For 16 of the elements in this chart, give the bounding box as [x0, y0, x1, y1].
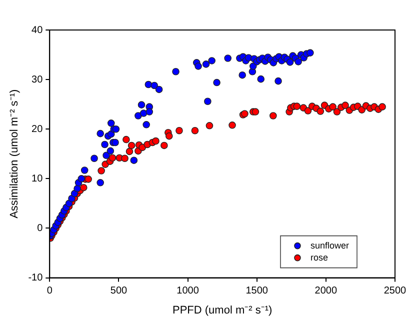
- y-tick-label: 30: [32, 74, 44, 86]
- y-tick-label: 40: [32, 24, 44, 36]
- x-tick-label: 2000: [314, 286, 338, 297]
- y-tick-label: 0: [37, 222, 44, 234]
- legend-label: sunflower: [310, 240, 350, 250]
- x-axis-title: PPFD (umol m⁻² s⁻¹): [172, 304, 272, 316]
- y-axis-title: Assimilation (umol m⁻² s⁻¹): [8, 89, 21, 218]
- y-tick-label: 10: [32, 173, 44, 184]
- x-tick-label: 1000: [176, 286, 200, 297]
- x-tick-label: 1500: [246, 286, 268, 297]
- legend-label: rose: [310, 252, 328, 262]
- y-tick-label: 20: [32, 124, 44, 135]
- x-tick-label: 500: [110, 286, 128, 297]
- x-tick-label: 0: [46, 286, 53, 297]
- y-tick-label: -10: [28, 272, 44, 284]
- x-tick-label: 2500: [384, 286, 407, 297]
